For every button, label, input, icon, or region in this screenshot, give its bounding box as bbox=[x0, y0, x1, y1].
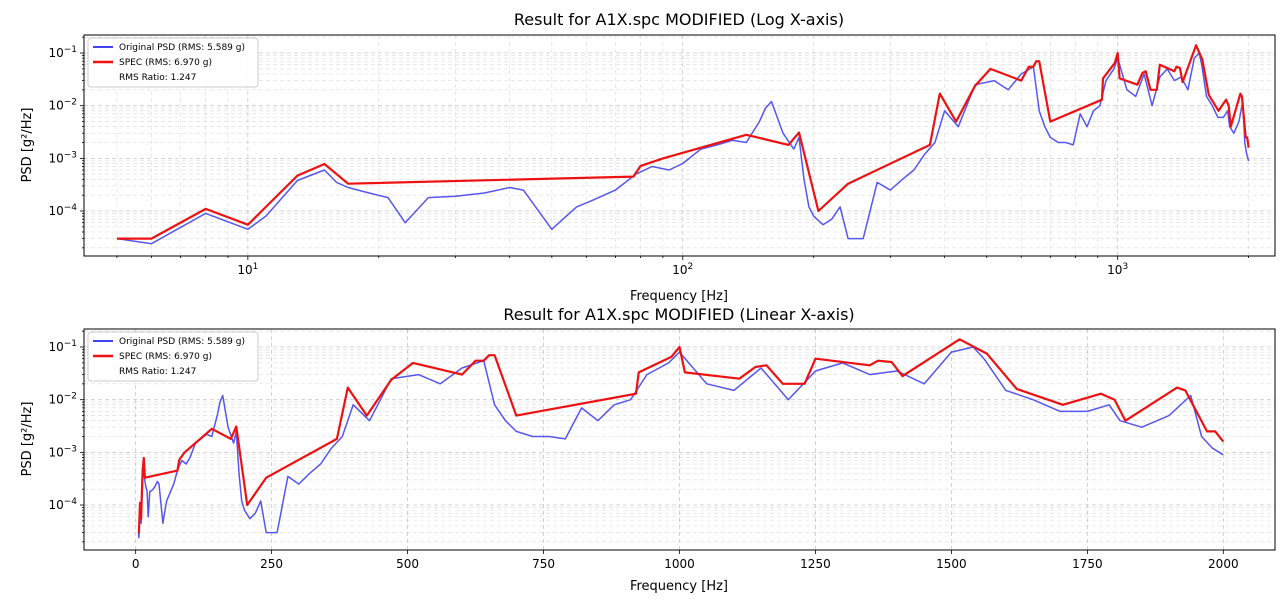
legend-label-rms-ratio: RMS Ratio: 1.247 bbox=[119, 73, 196, 83]
x-tick-label: 750 bbox=[532, 557, 555, 571]
legend: Original PSD (RMS: 5.589 g) SPEC (RMS: 6… bbox=[87, 37, 259, 88]
y-tick-label: 10−2 bbox=[48, 392, 77, 407]
x-tick-label: 102 bbox=[672, 262, 693, 277]
y-tick-label: 10−2 bbox=[48, 98, 77, 113]
axis-ticks: 101 102 103 10−4 10−3 10−2 10−1 bbox=[48, 36, 1250, 277]
y-tick-label: 10−1 bbox=[48, 339, 77, 354]
series-line-spec bbox=[116, 44, 1250, 240]
x-tick-label: 500 bbox=[396, 557, 419, 571]
y-tick-label: 10−4 bbox=[48, 497, 77, 512]
series-line-original-psd bbox=[116, 52, 1250, 245]
legend-label-spec: SPEC (RMS: 6.970 g) bbox=[119, 58, 212, 68]
legend-box bbox=[87, 331, 259, 382]
series-group bbox=[137, 338, 1225, 539]
x-tick-label: 1500 bbox=[936, 557, 967, 571]
legend: Original PSD (RMS: 5.589 g) SPEC (RMS: 6… bbox=[87, 331, 259, 382]
x-tick-label: 1750 bbox=[1072, 557, 1103, 571]
series-group bbox=[116, 44, 1250, 245]
y-axis-label: PSD [g²/Hz] bbox=[20, 402, 35, 477]
x-axis-label: Frequency [Hz] bbox=[630, 579, 728, 594]
x-tick-label: 0 bbox=[132, 557, 140, 571]
x-tick-label: 103 bbox=[1107, 262, 1128, 277]
axis-ticks: 0 250 500 750 1000 1250 1500 1750 2000 10−4 10−3 10… bbox=[48, 330, 1239, 571]
legend-box bbox=[87, 37, 259, 88]
legend-label-original: Original PSD (RMS: 5.589 g) bbox=[119, 43, 245, 53]
series-line-original-psd bbox=[137, 346, 1224, 539]
chart-linear-x: Result for A1X.spc MODIFIED (Linear X-ax… bbox=[20, 305, 1276, 594]
series-line-spec bbox=[137, 338, 1225, 534]
x-tick-label: 250 bbox=[260, 557, 283, 571]
plot-frame bbox=[83, 34, 1276, 257]
legend-label-spec: SPEC (RMS: 6.970 g) bbox=[119, 352, 212, 362]
y-tick-label: 10−3 bbox=[48, 150, 77, 165]
x-tick-label: 1000 bbox=[664, 557, 695, 571]
y-tick-label: 10−4 bbox=[48, 203, 77, 218]
grid bbox=[84, 35, 1275, 256]
x-tick-label: 2000 bbox=[1208, 557, 1239, 571]
x-tick-label: 101 bbox=[237, 262, 258, 277]
x-tick-label: 1250 bbox=[800, 557, 831, 571]
legend-label-rms-ratio: RMS Ratio: 1.247 bbox=[119, 367, 196, 377]
chart-title: Result for A1X.spc MODIFIED (Linear X-ax… bbox=[503, 305, 854, 324]
chart-log-x: Result for A1X.spc MODIFIED (Log X-axis)… bbox=[20, 10, 1276, 304]
legend-label-original: Original PSD (RMS: 5.589 g) bbox=[119, 337, 245, 347]
y-tick-label: 10−1 bbox=[48, 45, 77, 60]
chart-title: Result for A1X.spc MODIFIED (Log X-axis) bbox=[514, 10, 844, 29]
y-axis-label: PSD [g²/Hz] bbox=[20, 108, 35, 183]
x-axis-label: Frequency [Hz] bbox=[630, 289, 728, 304]
y-tick-label: 10−3 bbox=[48, 444, 77, 459]
grid bbox=[84, 329, 1275, 550]
